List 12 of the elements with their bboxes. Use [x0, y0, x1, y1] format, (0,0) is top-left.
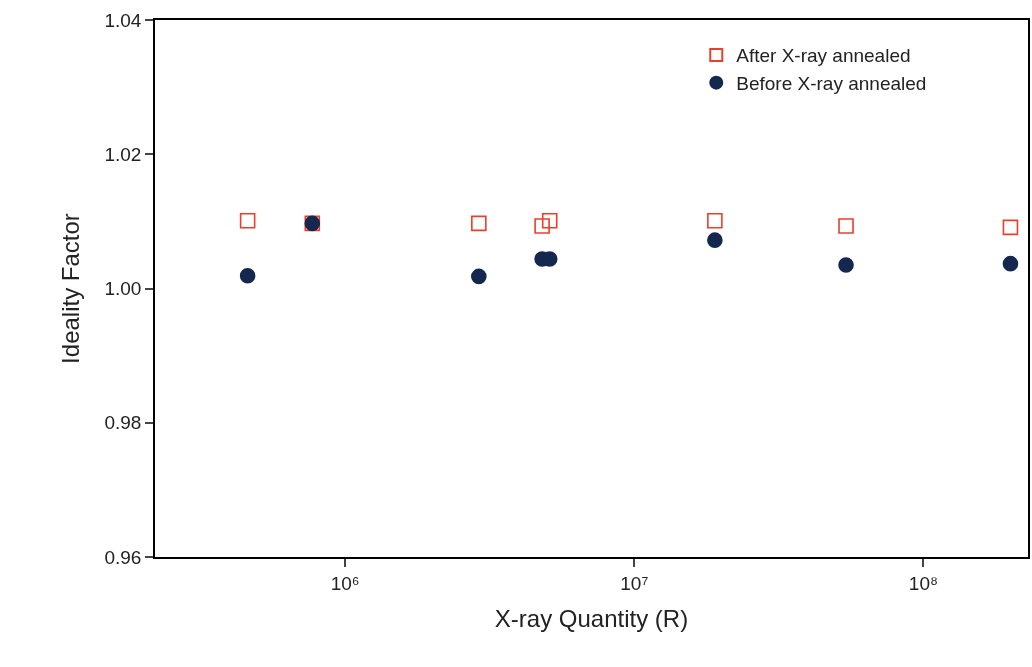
x-tick-label: 10⁸: [908, 572, 938, 594]
x-tick-label: 10⁷: [620, 572, 649, 594]
y-tick-label: 1.00: [104, 278, 142, 300]
y-tick-label: 1.02: [104, 143, 142, 165]
x-axis-title: X-ray Quantity (R): [494, 605, 689, 633]
y-tick-label: 1.04: [104, 9, 142, 31]
legend-label: After X-ray annealed: [736, 45, 911, 67]
x-tick-label: 10⁶: [330, 572, 360, 594]
y-axis-title: Ideality Factor: [57, 213, 85, 364]
y-tick-label: 0.98: [104, 412, 142, 434]
y-tick-label: 0.96: [104, 546, 142, 568]
legend-label: Before X-ray annealed: [736, 73, 927, 95]
